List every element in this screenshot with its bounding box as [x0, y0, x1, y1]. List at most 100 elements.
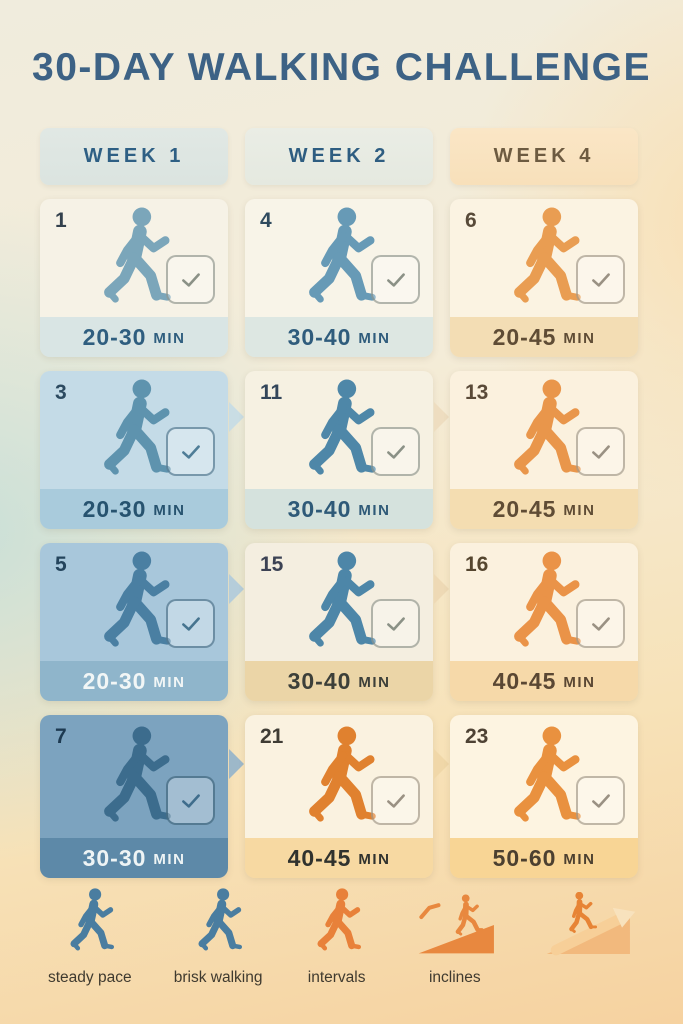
day-checkbox[interactable] — [166, 255, 215, 304]
day-number: 6 — [465, 209, 477, 232]
day-card: 21 40-45 MIN — [245, 715, 449, 878]
legend-item-uphill-progress — [541, 892, 641, 987]
checkmark-icon — [591, 616, 610, 631]
duration-band: 30-40 MIN — [245, 317, 433, 357]
duration-range: 20-30 — [82, 323, 147, 350]
duration-band: 20-30 MIN — [40, 317, 228, 357]
legend-label: intervals — [307, 969, 366, 986]
duration-band: 50-60 MIN — [450, 838, 638, 878]
duration-range: 40-45 — [492, 667, 557, 694]
checkmark-icon — [591, 793, 610, 808]
day-checkbox[interactable] — [576, 427, 625, 476]
day-number: 4 — [260, 209, 272, 232]
day-card: 3 20-30 MIN — [40, 371, 244, 529]
legend-item-steady-pace: steady pace — [48, 886, 132, 987]
duration-unit: MIN — [153, 851, 186, 868]
duration-band: 40-45 MIN — [450, 661, 638, 701]
next-week-arrow-icon — [434, 748, 449, 779]
day-card: 15 30-40 MIN — [245, 543, 449, 701]
day-checkbox[interactable] — [371, 255, 420, 304]
duration-unit: MIN — [563, 851, 596, 868]
day-card: 7 30-30 MIN — [40, 715, 244, 878]
duration-unit: MIN — [563, 502, 596, 519]
duration-unit: MIN — [153, 674, 186, 691]
day-number: 15 — [260, 553, 284, 576]
duration-range: 40-45 — [287, 844, 352, 871]
day-number: 5 — [55, 553, 67, 576]
day-card: 1 20-30 MIN — [40, 199, 228, 357]
day-number: 21 — [260, 725, 284, 748]
day-checkbox[interactable] — [166, 599, 215, 648]
brisk-walking-icon — [186, 886, 250, 958]
duration-band: 20-45 MIN — [450, 317, 638, 357]
duration-range: 30-30 — [82, 844, 147, 871]
duration-unit: MIN — [153, 502, 186, 519]
day-number: 11 — [260, 381, 283, 404]
day-card: 11 30-40 MIN — [245, 371, 449, 529]
day-card: 6 20-45 MIN — [450, 199, 638, 357]
duration-range: 20-45 — [492, 323, 557, 350]
checkmark-icon — [181, 444, 200, 459]
duration-band: 30-30 MIN — [40, 838, 228, 878]
next-week-arrow-icon — [434, 402, 449, 432]
next-week-arrow-icon — [229, 748, 244, 779]
challenge-grid: WEEK 1 WEEK 2 WEEK 4 1 20-30 MIN 4 30-40 — [40, 128, 638, 878]
duration-unit: MIN — [563, 330, 596, 347]
day-card: 5 20-30 MIN — [40, 543, 244, 701]
checkmark-icon — [386, 272, 405, 287]
legend-label: brisk walking — [173, 969, 263, 986]
next-week-arrow-icon — [434, 574, 449, 604]
day-card: 13 20-45 MIN — [450, 371, 638, 529]
checkmark-icon — [181, 793, 200, 808]
day-checkbox[interactable] — [576, 599, 625, 648]
day-number: 3 — [55, 381, 67, 404]
legend: steady pace brisk walking intervals incl… — [48, 886, 641, 987]
legend-item-brisk-walking: brisk walking — [173, 886, 263, 987]
legend-item-inclines: inclines — [411, 892, 499, 987]
day-checkbox[interactable] — [371, 599, 420, 648]
day-checkbox[interactable] — [166, 776, 215, 825]
duration-range: 30-40 — [287, 323, 352, 350]
duration-band: 20-30 MIN — [40, 661, 228, 701]
duration-unit: MIN — [358, 502, 391, 519]
duration-unit: MIN — [358, 851, 391, 868]
day-checkbox[interactable] — [371, 427, 420, 476]
duration-range: 20-30 — [82, 667, 147, 694]
duration-unit: MIN — [153, 330, 186, 347]
day-number: 23 — [465, 725, 489, 748]
day-checkbox[interactable] — [166, 427, 215, 476]
duration-unit: MIN — [358, 674, 391, 691]
day-card: 16 40-45 MIN — [450, 543, 638, 701]
duration-band: 30-40 MIN — [245, 489, 433, 529]
day-checkbox[interactable] — [576, 776, 625, 825]
day-number: 13 — [465, 381, 489, 404]
week-1-header: WEEK 1 — [40, 128, 228, 185]
inclines-icon — [418, 892, 494, 954]
duration-range: 30-40 — [287, 667, 352, 694]
day-checkbox[interactable] — [371, 776, 420, 825]
duration-range: 30-40 — [287, 495, 352, 522]
legend-label: inclines — [428, 969, 481, 986]
checkmark-icon — [591, 272, 610, 287]
duration-unit: MIN — [358, 330, 391, 347]
steady-pace-icon — [58, 886, 122, 958]
duration-range: 20-30 — [82, 495, 147, 522]
next-week-arrow-icon — [229, 402, 244, 432]
page-title: 30-DAY WALKING CHALLENGE — [32, 46, 651, 89]
duration-range: 50-60 — [492, 844, 557, 871]
duration-band: 40-45 MIN — [245, 838, 433, 878]
day-checkbox[interactable] — [576, 255, 625, 304]
duration-unit: MIN — [563, 674, 596, 691]
checkmark-icon — [591, 444, 610, 459]
checkmark-icon — [386, 793, 405, 808]
duration-range: 20-45 — [492, 495, 557, 522]
checkmark-icon — [181, 616, 200, 631]
next-week-arrow-icon — [229, 574, 244, 604]
duration-band: 30-40 MIN — [245, 661, 433, 701]
day-card: 4 30-40 MIN — [245, 199, 433, 357]
day-card: 23 50-60 MIN — [450, 715, 638, 878]
week-2-header: WEEK 2 — [245, 128, 433, 185]
checkmark-icon — [386, 616, 405, 631]
duration-band: 20-45 MIN — [450, 489, 638, 529]
legend-label: steady pace — [48, 969, 132, 986]
